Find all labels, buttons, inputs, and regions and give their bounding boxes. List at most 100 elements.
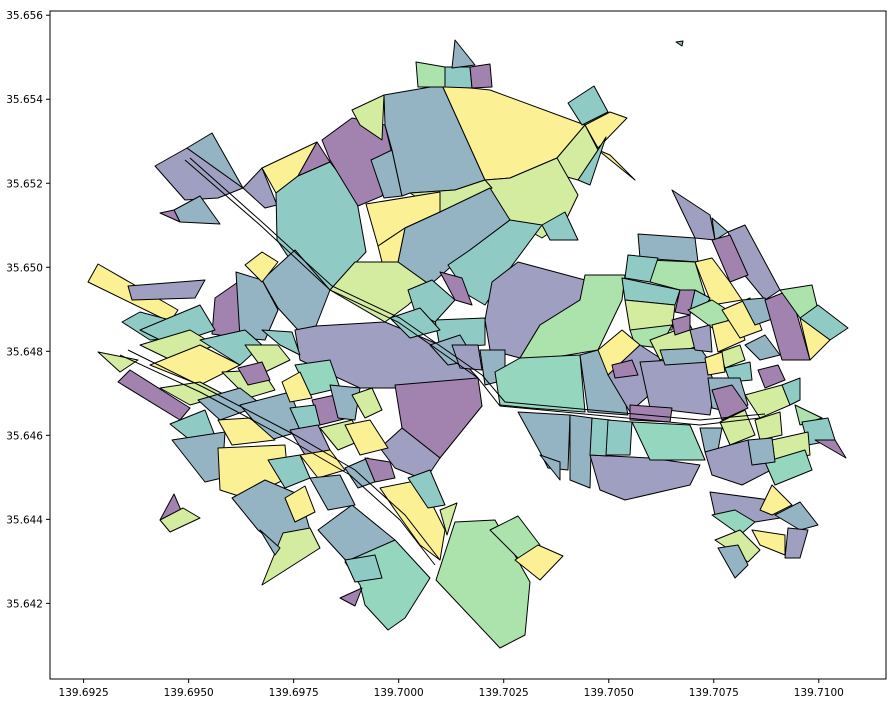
- district-polygon: [724, 361, 753, 383]
- district-polygon: [344, 554, 383, 583]
- district-polygon: [407, 469, 446, 509]
- district-polygon: [217, 417, 276, 446]
- district-polygon: [284, 485, 316, 523]
- y-tick-label: 35.656: [6, 10, 43, 22]
- district-polygon: [569, 414, 593, 489]
- district-polygon: [764, 449, 813, 486]
- district-polygon: [624, 254, 659, 283]
- district-polygon: [711, 217, 729, 241]
- district-polygon: [757, 364, 786, 389]
- district-polygons: [87, 39, 849, 649]
- district-polygon: [631, 421, 706, 461]
- district-polygon: [719, 409, 756, 446]
- district-polygon: [261, 329, 301, 356]
- district-polygon: [514, 544, 564, 581]
- district-polygon: [439, 502, 458, 536]
- district-polygon: [747, 437, 776, 466]
- district-polygon: [244, 251, 279, 283]
- district-polygon: [351, 387, 383, 419]
- x-tick-label: 139.7025: [479, 687, 529, 699]
- district-polygon: [415, 61, 446, 88]
- district-polygon: [814, 439, 847, 459]
- district-polygon: [389, 307, 441, 339]
- district-polygon: [689, 324, 713, 353]
- district-polygon: [584, 111, 628, 149]
- district-polygon: [281, 371, 313, 403]
- district-polygon: [339, 587, 363, 607]
- x-tick-label: 139.6925: [59, 687, 109, 699]
- district-polygon: [469, 63, 493, 89]
- district-polygon: [439, 271, 473, 306]
- district-polygon: [451, 344, 483, 371]
- y-tick-label: 35.646: [6, 430, 43, 442]
- district-polygon: [235, 271, 279, 341]
- district-polygon: [784, 527, 809, 559]
- district-polygon: [744, 334, 781, 361]
- district-polygon: [289, 404, 321, 431]
- y-tick-label: 35.642: [6, 598, 43, 610]
- district-polygon: [451, 39, 476, 69]
- district-polygon: [394, 377, 483, 459]
- district-polygon: [267, 454, 311, 489]
- road-line: [184, 159, 761, 426]
- road-line: [189, 157, 766, 421]
- district-polygon: [259, 529, 281, 556]
- district-polygon: [711, 234, 749, 283]
- district-polygon: [494, 354, 586, 413]
- y-tick-label: 35.654: [6, 94, 43, 106]
- district-polygon: [675, 40, 684, 47]
- district-polygon: [704, 351, 726, 376]
- district-polygon: [711, 384, 749, 421]
- district-polygon: [589, 417, 611, 457]
- y-tick-label: 35.644: [6, 514, 43, 526]
- district-polygon: [799, 317, 831, 361]
- district-polygon: [159, 507, 201, 533]
- district-polygon: [577, 136, 607, 186]
- x-tick-label: 139.6950: [164, 687, 214, 699]
- district-polygon: [539, 454, 561, 481]
- district-polygon: [447, 219, 543, 306]
- x-tick-label: 139.6975: [269, 687, 319, 699]
- road-line: [127, 349, 441, 561]
- district-polygon: [344, 419, 389, 456]
- district-polygon: [624, 299, 676, 331]
- district-polygon: [299, 449, 346, 479]
- y-tick-label: 35.648: [6, 346, 43, 358]
- y-axis: 35.642 35.644 35.646 35.648 35.650 35.652 35.6…: [6, 10, 50, 610]
- road-line: [119, 354, 436, 566]
- district-polygon: [237, 361, 271, 386]
- district-polygon: [597, 149, 636, 181]
- district-polygon: [489, 515, 541, 561]
- district-polygon: [397, 187, 511, 286]
- district-polygon: [154, 147, 244, 201]
- district-polygon: [605, 419, 633, 456]
- district-polygon: [379, 427, 441, 481]
- district-polygon: [435, 519, 531, 649]
- x-axis: 139.6925 139.6950 139.6975 139.7000 139.7025…: [59, 679, 844, 699]
- district-polygon: [754, 411, 783, 441]
- x-tick-label: 139.7050: [584, 687, 634, 699]
- district-polygon: [444, 66, 473, 89]
- district-polygon: [97, 351, 139, 373]
- y-tick-label: 35.650: [6, 262, 43, 274]
- axes-frame: [49, 10, 887, 680]
- x-tick-label: 139.7075: [689, 687, 739, 699]
- district-polygon: [541, 211, 579, 241]
- x-tick-label: 139.7100: [794, 687, 844, 699]
- district-polygon: [117, 369, 191, 421]
- district-polygon: [717, 544, 749, 579]
- district-polygon: [309, 474, 356, 511]
- district-polygon: [329, 384, 361, 421]
- district-polygon: [159, 209, 181, 223]
- district-polygon: [364, 457, 396, 483]
- district-polygon: [351, 94, 385, 141]
- district-polygon: [611, 359, 639, 379]
- y-tick-label: 35.652: [6, 178, 43, 190]
- district-polygon: [781, 377, 801, 406]
- x-tick-label: 139.7000: [374, 687, 424, 699]
- district-polygon: [186, 132, 244, 189]
- district-polygon: [759, 484, 793, 516]
- district-polygon: [567, 85, 609, 126]
- district-polygon: [127, 279, 206, 301]
